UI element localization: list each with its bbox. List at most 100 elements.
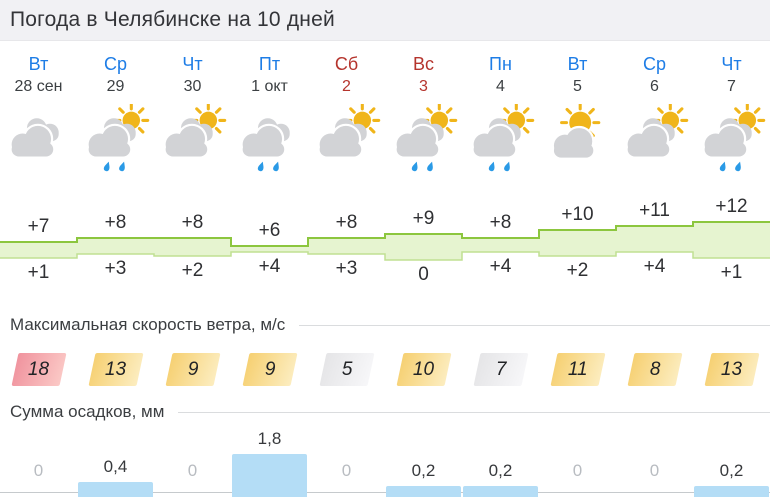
wind-cell: 18 [0, 351, 77, 391]
temp-high: +8 [181, 212, 204, 233]
wind-badge: 7 [472, 353, 529, 386]
precip-value: 0,2 [488, 461, 513, 480]
precip-value: 0 [572, 461, 583, 480]
day-date[interactable]: 1 окт [251, 78, 288, 95]
day-date[interactable]: 5 [573, 78, 582, 95]
wind-value: 9 [187, 358, 198, 380]
wind-cell: 13 [693, 351, 770, 391]
wind-cell: 5 [308, 351, 385, 391]
sun-cloud-rain-icon [385, 102, 462, 182]
temp-high: +8 [104, 212, 127, 233]
precip-bar [694, 486, 769, 497]
day-date[interactable]: 6 [650, 78, 659, 95]
wind-cell: 10 [385, 351, 462, 391]
wind-value: 7 [495, 358, 506, 380]
precip-value: 0,2 [719, 461, 744, 480]
day-name[interactable]: Чт [721, 54, 742, 74]
precip-value: 0 [649, 461, 660, 480]
precip-section-header: Сумма осадков, мм [10, 401, 770, 423]
wind-cell: 9 [154, 351, 231, 391]
day-date[interactable]: 7 [727, 78, 736, 95]
dates-row: 28 сен 29 30 1 окт 2 3 4 5 6 7 [0, 77, 770, 97]
sun-one-cloud-icon [539, 102, 616, 182]
wind-badge: 18 [10, 353, 67, 386]
wind-cell: 8 [616, 351, 693, 391]
precip-bar [463, 486, 538, 497]
day-name[interactable]: Пн [489, 54, 512, 74]
temp-low: +3 [104, 258, 127, 279]
precip-section-label: Сумма осадков, мм [10, 402, 165, 421]
wind-value: 18 [27, 358, 50, 380]
sun-cloud-rain-icon [77, 102, 154, 182]
page-title: Погода в Челябинске на 10 дней [10, 8, 335, 31]
wind-cell: 9 [231, 351, 308, 391]
day-name[interactable]: Чт [182, 54, 203, 74]
day-date[interactable]: 30 [183, 78, 202, 95]
temp-high: +9 [412, 208, 435, 229]
temperature-chart: +7 +1 +8 +3 +8 +2 +6 +4 +8 +3 +9 0 +8 +4 +10 +2 +11 +4 +12… [0, 188, 770, 290]
sun-cloud-rain-icon [462, 102, 539, 182]
temp-low: +4 [489, 256, 512, 277]
precip-value: 0,4 [103, 457, 128, 476]
title-bar: Погода в Челябинске на 10 дней [0, 0, 770, 41]
temp-high: +8 [335, 212, 358, 233]
wind-cell: 7 [462, 351, 539, 391]
temp-low: 0 [418, 264, 429, 285]
temp-low: +1 [720, 262, 743, 283]
cloudy-icon [0, 102, 77, 182]
wind-section-divider [299, 324, 770, 326]
wind-badge: 10 [395, 353, 452, 386]
wind-section-label: Максимальная скорость ветра, м/с [10, 315, 286, 334]
wind-badge: 8 [626, 353, 683, 386]
day-date[interactable]: 4 [496, 78, 505, 95]
wind-value: 5 [341, 358, 352, 380]
wind-badge: 9 [241, 353, 298, 386]
cloud-rain-icon [231, 102, 308, 182]
day-date[interactable]: 3 [419, 78, 428, 95]
wind-cell: 13 [77, 351, 154, 391]
day-names-row: Вт Ср Чт Пт Сб Вс Пн Вт Ср Чт [0, 53, 770, 75]
temp-high: +11 [639, 200, 670, 221]
wind-value: 13 [720, 358, 743, 380]
day-date[interactable]: 28 сен [14, 78, 63, 95]
temp-low: +2 [566, 260, 589, 281]
wind-badge: 5 [318, 353, 375, 386]
wind-cell: 11 [539, 351, 616, 391]
day-name[interactable]: Пт [258, 54, 281, 74]
wind-value: 10 [412, 358, 435, 380]
day-name[interactable]: Ср [642, 54, 666, 74]
precip-bar [78, 482, 153, 497]
sun-cloud-icon [616, 102, 693, 182]
wind-value: 9 [264, 358, 275, 380]
temp-high: +7 [27, 216, 50, 237]
temp-low: +3 [335, 258, 358, 279]
precip-value: 0,2 [411, 461, 436, 480]
wind-badge: 9 [164, 353, 221, 386]
precip-axis-baseline [0, 492, 770, 493]
precip-value: 1,8 [257, 429, 282, 448]
wind-value: 8 [649, 358, 660, 380]
day-name[interactable]: Сб [334, 54, 359, 74]
wind-badge: 13 [87, 353, 144, 386]
day-date[interactable]: 2 [342, 78, 351, 95]
precip-value: 0 [341, 461, 352, 480]
day-name[interactable]: Ср [103, 54, 127, 74]
wind-badge: 13 [703, 353, 760, 386]
wind-value: 13 [104, 358, 127, 380]
temp-high: +10 [561, 204, 594, 225]
day-date[interactable]: 29 [106, 78, 125, 95]
precip-bar [386, 486, 461, 497]
weather-icons-row [0, 102, 770, 182]
sun-cloud-icon [308, 102, 385, 182]
day-name[interactable]: Вт [28, 54, 49, 74]
temp-low: +1 [27, 262, 50, 283]
day-name[interactable]: Вт [567, 54, 588, 74]
day-name[interactable]: Вс [412, 54, 434, 74]
sun-cloud-icon [154, 102, 231, 182]
precip-section-divider [178, 411, 770, 413]
wind-badge: 11 [549, 353, 606, 386]
precip-value: 0 [33, 461, 44, 480]
wind-value: 11 [567, 358, 588, 380]
temp-low: +2 [181, 260, 204, 281]
